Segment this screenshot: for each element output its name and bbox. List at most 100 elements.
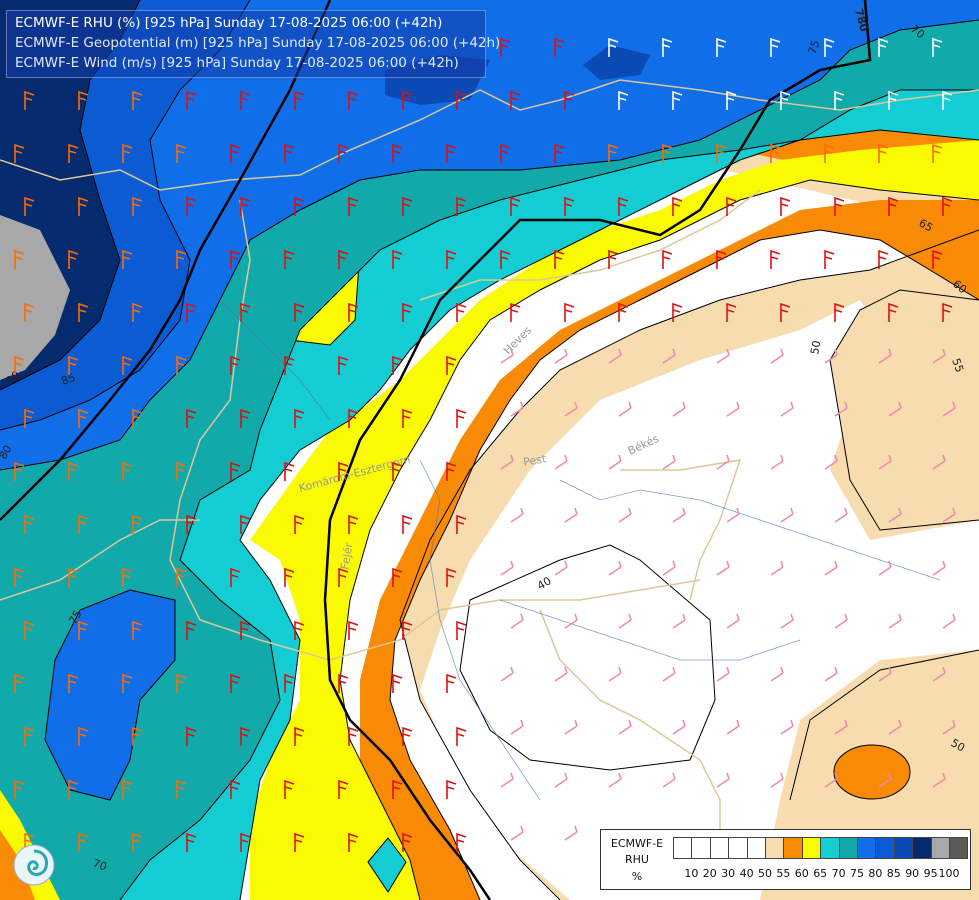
wind-barb	[456, 514, 467, 534]
wind-barb	[132, 408, 143, 428]
wind-barb	[186, 408, 197, 428]
wind-barb	[500, 560, 514, 576]
wind-barb	[618, 613, 632, 629]
wind-barb	[726, 401, 740, 417]
wind-barb	[446, 143, 457, 163]
wind-barb	[132, 90, 143, 110]
legend-swatch	[857, 837, 877, 859]
wind-barb	[348, 620, 359, 640]
wind-barb	[618, 196, 629, 216]
wind-barb	[338, 249, 349, 269]
wind-barb	[284, 143, 295, 163]
legend-tick-label: 80	[868, 867, 883, 880]
wind-barb	[284, 355, 295, 375]
wind-barb	[456, 196, 467, 216]
wind-barb	[78, 90, 89, 110]
wind-barb	[608, 37, 619, 57]
wind-barb	[672, 719, 686, 735]
legend-tick-label: 60	[794, 867, 809, 880]
wind-barb	[770, 666, 784, 682]
wind-barb	[662, 560, 676, 576]
contour-label: 50	[808, 339, 823, 355]
wind-barb	[608, 348, 622, 364]
wind-barb	[942, 401, 956, 417]
wind-barb	[186, 196, 197, 216]
wind-barb	[662, 143, 673, 163]
legend-tick-label: 20	[702, 867, 717, 880]
wind-barb	[770, 560, 784, 576]
legend-unit: %	[631, 870, 643, 883]
contour-label: 40	[535, 574, 554, 592]
wind-barb	[294, 726, 305, 746]
wind-barb	[824, 249, 835, 269]
wind-barb	[500, 348, 514, 364]
contour-label: 50	[949, 736, 968, 754]
wind-barb	[878, 143, 889, 163]
title-wind: ECMWF-E Wind (m/s) [925 hPa] Sunday 17-0…	[15, 55, 459, 71]
wind-barb	[24, 620, 35, 640]
wind-barb	[932, 772, 946, 788]
wind-barb	[608, 249, 619, 269]
wind-barb	[888, 719, 902, 735]
legend-swatch	[673, 837, 693, 859]
wind-barb	[500, 249, 511, 269]
wind-barb	[824, 772, 838, 788]
wind-barb	[726, 613, 740, 629]
legend-swatch	[949, 837, 969, 859]
wind-barb	[24, 408, 35, 428]
wind-barb	[672, 507, 686, 523]
wind-barb	[240, 90, 251, 110]
wind-barb	[608, 454, 622, 470]
wind-barb	[510, 302, 521, 322]
wind-barb	[888, 90, 899, 110]
wind-barb	[402, 726, 413, 746]
wind-barb	[294, 90, 305, 110]
contour-label: 780	[852, 7, 871, 33]
wind-barb	[618, 302, 629, 322]
legend-tick-label: 55	[776, 867, 791, 880]
wind-barb	[608, 772, 622, 788]
wind-barb	[78, 302, 89, 322]
wind-barb	[500, 666, 514, 682]
wind-barb	[942, 302, 953, 322]
wind-barb	[14, 567, 25, 587]
title-rhu: ECMWF-E RHU (%) [925 hPa] Sunday 17-08-2…	[15, 15, 443, 31]
wind-barb	[942, 90, 953, 110]
wind-barb	[338, 567, 349, 587]
wind-barb	[24, 90, 35, 110]
wind-barb	[716, 772, 730, 788]
wind-barb	[68, 249, 79, 269]
wind-barb	[564, 613, 578, 629]
wind-barb	[392, 779, 403, 799]
title-box: ECMWF-E RHU (%) [925 hPa] Sunday 17-08-2…	[6, 10, 500, 78]
wind-barb	[618, 507, 632, 523]
wind-barb	[564, 507, 578, 523]
wind-barb	[348, 302, 359, 322]
wind-barb	[878, 37, 889, 57]
rhu-band-80	[0, 0, 979, 470]
wind-barb	[446, 461, 457, 481]
wind-barb	[230, 673, 241, 693]
wind-barb	[942, 196, 953, 216]
wind-barb	[392, 461, 403, 481]
wind-barb	[672, 613, 686, 629]
wind-barb	[608, 666, 622, 682]
wind-barb	[132, 196, 143, 216]
wind-barb	[284, 461, 295, 481]
wind-barb	[230, 249, 241, 269]
wind-barb	[608, 560, 622, 576]
wind-barb	[878, 772, 892, 788]
wind-barb	[770, 249, 781, 269]
wind-barb	[294, 514, 305, 534]
wind-barb	[780, 196, 791, 216]
wind-barb	[186, 90, 197, 110]
wind-barb	[878, 454, 892, 470]
wind-barb	[618, 719, 632, 735]
wind-barb	[132, 514, 143, 534]
wind-barb	[500, 772, 514, 788]
wind-barb	[554, 560, 568, 576]
wind-barb	[240, 832, 251, 852]
rhu-zone-blue-sw	[44, 589, 176, 801]
wind-barb	[780, 719, 794, 735]
wind-barb	[456, 620, 467, 640]
